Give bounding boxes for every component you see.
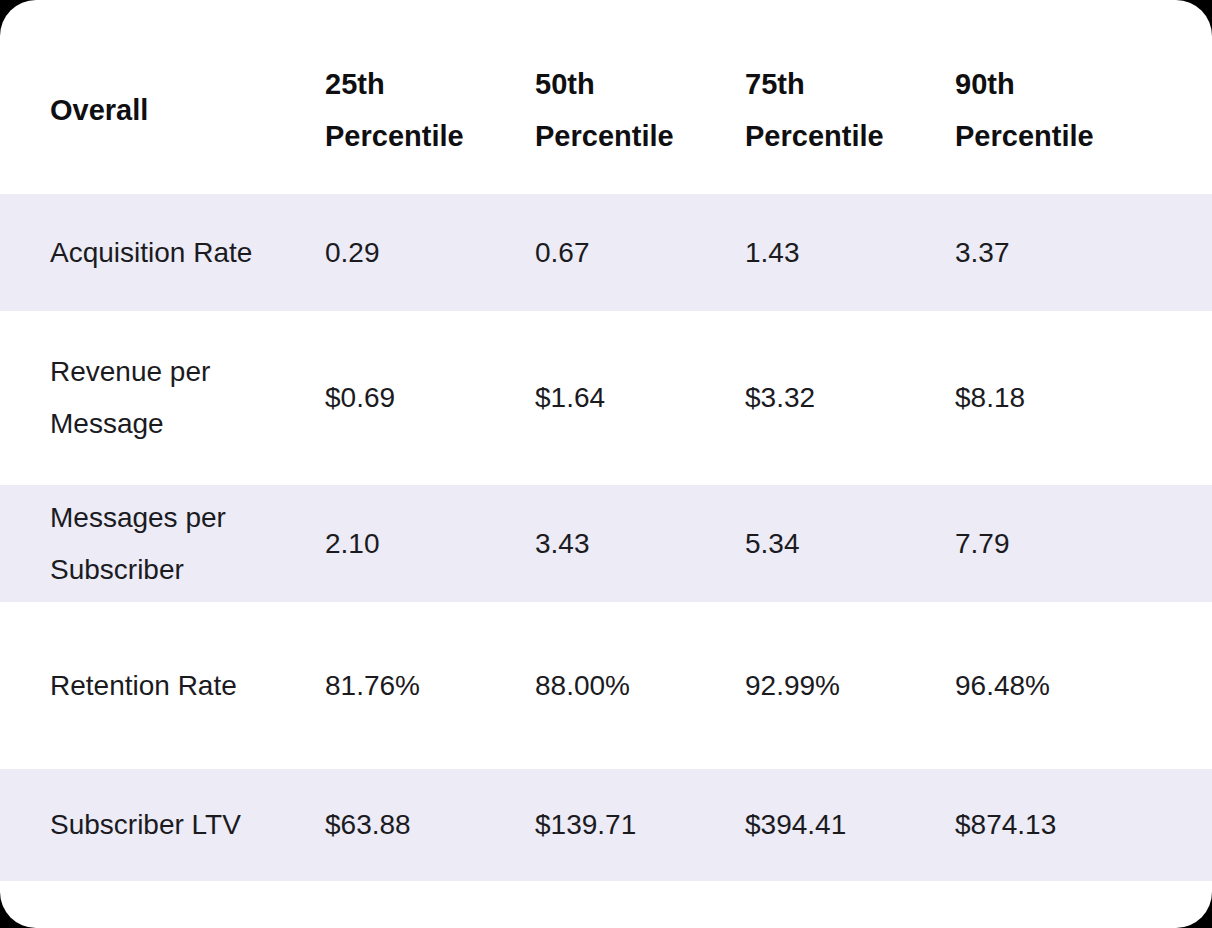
table-row: Acquisition Rate 0.290.671.433.37 <box>0 194 1212 311</box>
metric-label-cell: Revenue per Message <box>0 311 325 485</box>
column-header-label: 90th Percentile <box>955 58 1135 162</box>
column-header-label: 25th Percentile <box>325 58 505 162</box>
metric-label-cell: Acquisition Rate <box>0 194 325 311</box>
metric-label-cell: Retention Rate <box>0 602 325 769</box>
column-header-label: 75th Percentile <box>745 58 925 162</box>
metric-value-cell: $139.71 <box>535 769 745 881</box>
metric-value-cell: $874.13 <box>955 769 1212 881</box>
table-row: Subscriber LTV $63.88$139.71$394.41$874.1… <box>0 769 1212 881</box>
metric-label-cell: Subscriber LTV <box>0 769 325 881</box>
metric-value-cell: $1.64 <box>535 311 745 485</box>
metric-value-cell: 5.34 <box>745 485 955 602</box>
metric-value-cell: 1.43 <box>745 194 955 311</box>
metric-value-cell: 7.79 <box>955 485 1212 602</box>
table-row: Revenue per Message $0.69$1.64$3.32$8.18 <box>0 311 1212 485</box>
column-header-percentile: 75th Percentile <box>745 0 955 194</box>
percentile-stats-card: Overall 25th Percentile 50th Percentile 75… <box>0 0 1212 928</box>
column-header-percentile: 90th Percentile <box>955 0 1212 194</box>
column-header-percentile: 25th Percentile <box>325 0 535 194</box>
column-header-label: Overall <box>50 84 148 136</box>
metric-label: Acquisition Rate <box>50 227 252 279</box>
metric-value-cell: 3.37 <box>955 194 1212 311</box>
column-header-overall: Overall <box>0 0 325 194</box>
metric-label: Subscriber LTV <box>50 799 241 851</box>
metric-value-cell: $3.32 <box>745 311 955 485</box>
table-row: Retention Rate 81.76%88.00%92.99%96.48% <box>0 602 1212 769</box>
metric-value-cell: 81.76% <box>325 602 535 769</box>
metric-value-cell: $8.18 <box>955 311 1212 485</box>
column-header-label: 50th Percentile <box>535 58 715 162</box>
metric-value-cell: 2.10 <box>325 485 535 602</box>
metric-label-cell: Messages per Subscriber <box>0 485 325 602</box>
metric-label: Messages per Subscriber <box>50 492 295 596</box>
metric-value-cell: 88.00% <box>535 602 745 769</box>
table-body: Acquisition Rate0.290.671.433.37Revenue … <box>0 194 1212 881</box>
metric-value-cell: $394.41 <box>745 769 955 881</box>
metric-value-cell: 0.67 <box>535 194 745 311</box>
column-header-percentile: 50th Percentile <box>535 0 745 194</box>
metric-value-cell: $63.88 <box>325 769 535 881</box>
metric-value-cell: 92.99% <box>745 602 955 769</box>
metric-label: Revenue per Message <box>50 346 295 450</box>
metric-value-cell: 96.48% <box>955 602 1212 769</box>
metric-value-cell: 0.29 <box>325 194 535 311</box>
metric-value-cell: $0.69 <box>325 311 535 485</box>
metric-label: Retention Rate <box>50 660 237 712</box>
percentile-table: Overall 25th Percentile 50th Percentile 75… <box>0 0 1212 881</box>
table-row: Messages per Subscriber 2.103.435.347.79 <box>0 485 1212 602</box>
metric-value-cell: 3.43 <box>535 485 745 602</box>
header-row: Overall 25th Percentile 50th Percentile 75… <box>0 0 1212 194</box>
